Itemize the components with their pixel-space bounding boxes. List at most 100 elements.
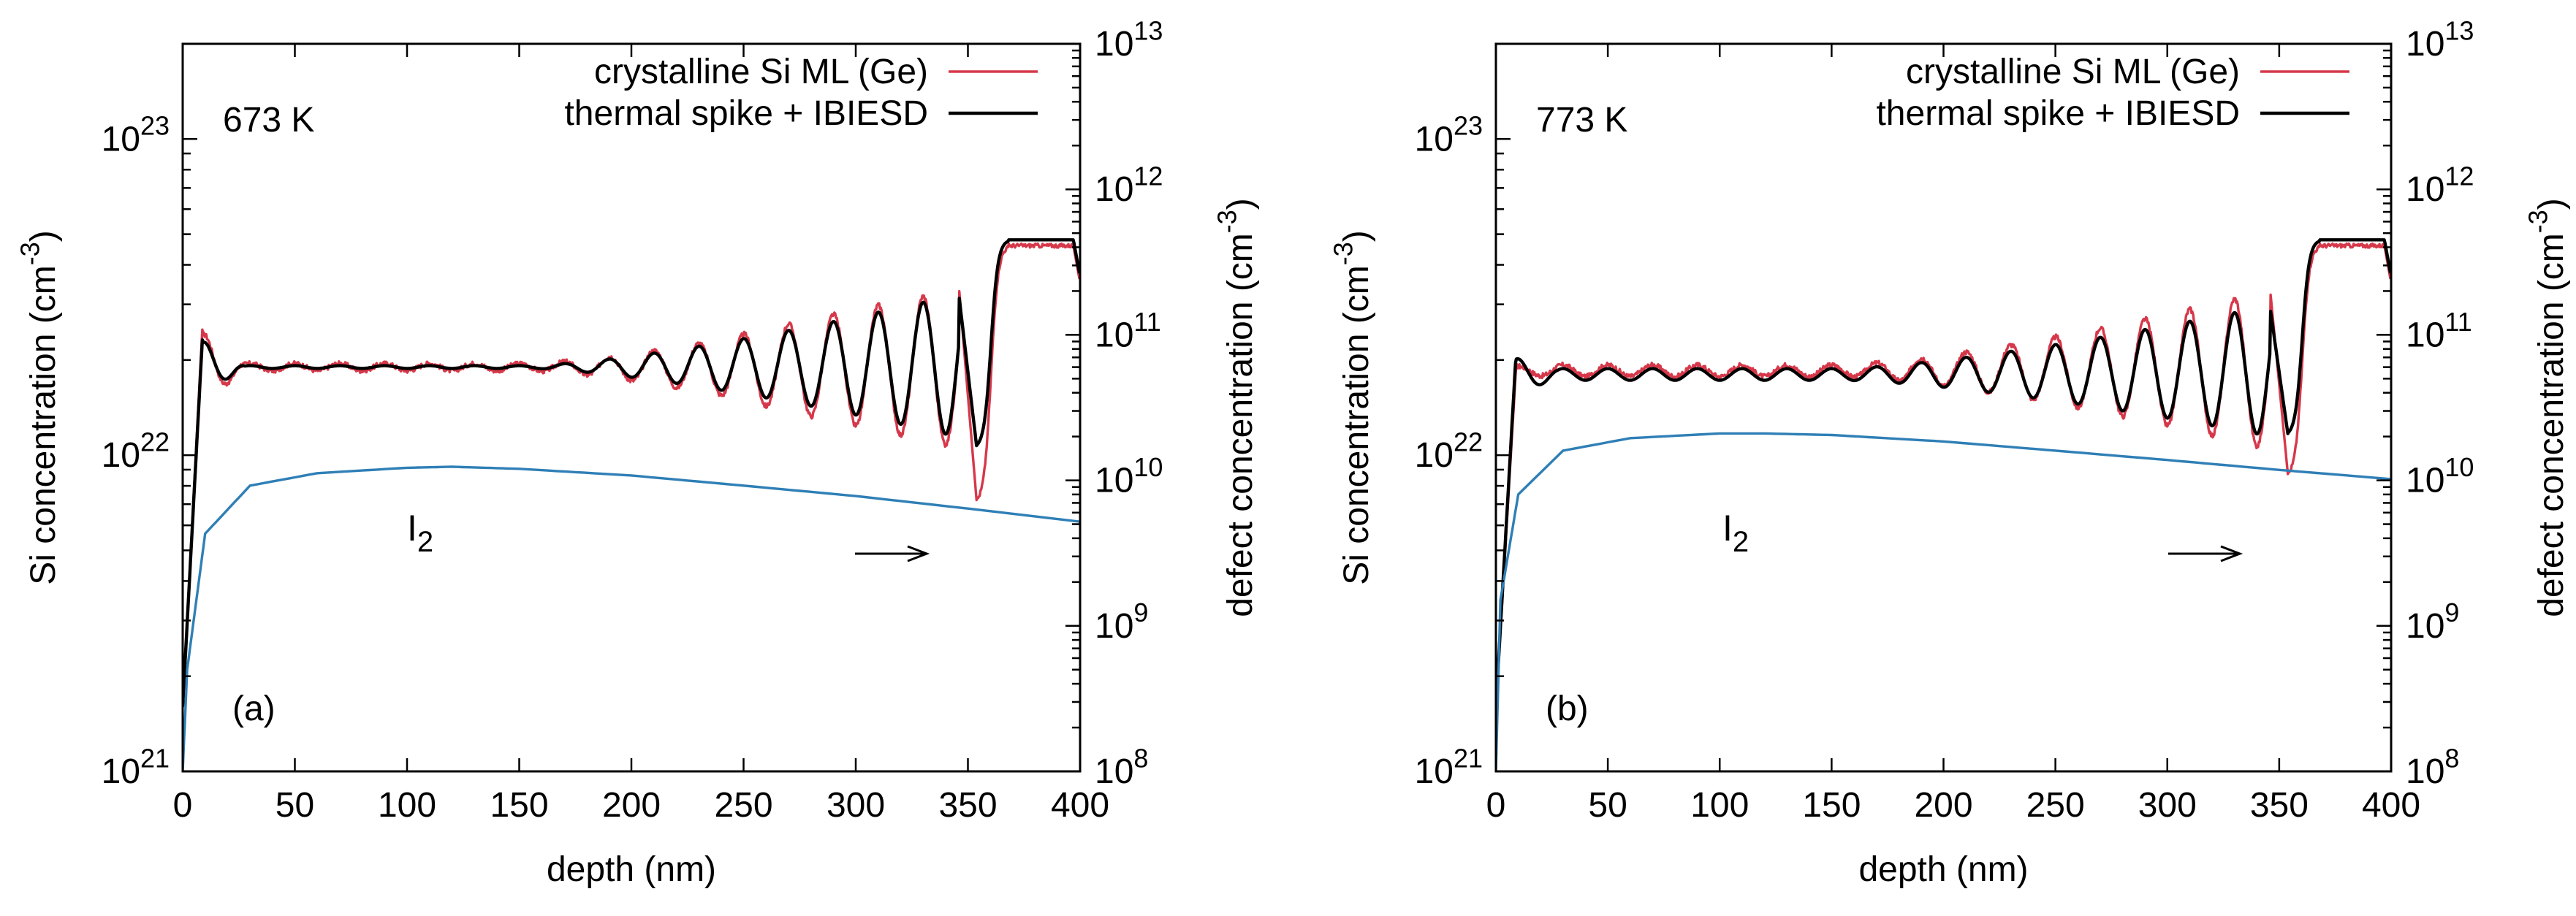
- y-left-tick-label-exponent: 23: [140, 111, 170, 141]
- y-right-axis-label-part2: ): [2532, 198, 2571, 210]
- x-tick-label: 400: [1051, 786, 1109, 825]
- y-right-tick-label: 1012: [1095, 161, 1163, 210]
- y-left-tick-label-base: 10: [1415, 436, 1454, 475]
- y-right-axis-label-part0: defect concentration (cm: [1221, 233, 1260, 617]
- y-right-axis-label: defect concentration (cm-3): [1212, 198, 1260, 617]
- y-right-axis-label-part2: ): [1221, 198, 1260, 210]
- x-tick-label: 400: [2362, 786, 2420, 825]
- x-tick-label: 100: [378, 786, 436, 825]
- plot-frame: [181, 42, 1082, 773]
- i2-annotation-part1: 2: [1733, 526, 1749, 558]
- y-right-tick-label-base: 10: [2406, 170, 2444, 209]
- x-tick-label: 300: [827, 786, 885, 825]
- y-left-tick-label-exponent: 21: [140, 743, 170, 773]
- y-right-tick-label-exponent: 12: [1133, 161, 1163, 191]
- y-right-tick-label: 1010: [1095, 452, 1163, 500]
- x-tick-label: 200: [1914, 786, 1972, 825]
- x-tick-label: 150: [490, 786, 548, 825]
- y-left-axis-label-part2: ): [24, 230, 63, 242]
- series-line-thermal-spike-ibiesd: [183, 238, 1080, 707]
- y-right-tick-label: 1010: [2406, 452, 2474, 500]
- y-left-tick-label-exponent: 21: [1454, 743, 1483, 773]
- y-right-axis-label-part1: -3: [2523, 210, 2553, 233]
- y-left-axis-label-part1: -3: [15, 242, 45, 265]
- x-tick-label: 50: [1588, 786, 1627, 825]
- y-right-axis-label-part1: -3: [1212, 210, 1242, 233]
- y-right-tick-label-exponent: 8: [1133, 743, 1148, 773]
- y-right-tick-label: 109: [1095, 598, 1148, 646]
- y-right-tick-label-base: 10: [2406, 462, 2444, 500]
- series-line-i2: [183, 465, 1080, 771]
- panel-label: (a): [232, 690, 276, 728]
- y-left-tick-label: 1021: [1415, 743, 1483, 791]
- y-right-tick-label-exponent: 13: [1133, 15, 1163, 45]
- y-right-tick-label-base: 10: [1095, 170, 1133, 209]
- x-axis-label: depth (nm): [1858, 850, 2028, 889]
- y-right-tick-label-base: 10: [2406, 752, 2444, 791]
- y-right-tick-label-base: 10: [2406, 25, 2444, 64]
- x-tick-label: 350: [2250, 786, 2309, 825]
- y-right-tick-label-base: 10: [1095, 316, 1133, 354]
- y-right-tick-label-base: 10: [1095, 462, 1133, 500]
- i2-annotation: I2: [407, 508, 433, 558]
- panel-label: (b): [1546, 690, 1589, 728]
- y-left-tick-label-exponent: 22: [140, 427, 170, 457]
- y-right-tick-label: 1013: [2406, 15, 2474, 64]
- x-tick-label: 200: [602, 786, 661, 825]
- arrow-head-icon: [2220, 545, 2243, 562]
- i2-annotation-part1: 2: [417, 526, 433, 558]
- x-tick-label: 250: [2026, 786, 2085, 825]
- y-right-tick-label: 1013: [1095, 15, 1163, 64]
- y-right-tick-label-base: 10: [2406, 316, 2444, 354]
- series-line-crystalline-si-ml-ge-: [1496, 242, 2391, 707]
- y-right-tick-label-exponent: 12: [2444, 161, 2474, 191]
- y-right-axis-label-part0: defect concentration (cm: [2532, 233, 2571, 617]
- y-left-tick-label: 1022: [102, 427, 170, 476]
- y-right-tick-label: 109: [2406, 598, 2459, 646]
- panel-a: 0 50 100 150 200 250 300 350 4001021102210231081…: [15, 15, 1260, 889]
- y-right-tick-label-exponent: 13: [2444, 15, 2474, 45]
- y-left-tick-label-exponent: 22: [1454, 427, 1483, 457]
- x-tick-label: 0: [1486, 786, 1506, 825]
- legend-label: thermal spike + IBIESD: [564, 94, 928, 133]
- y-left-tick-label-exponent: 23: [1454, 111, 1483, 141]
- y-right-tick-label-exponent: 11: [1133, 307, 1160, 337]
- series-line-thermal-spike-ibiesd: [1496, 238, 2391, 707]
- arrow-head-icon: [907, 545, 930, 562]
- y-right-tick-label: 1011: [2406, 307, 2472, 355]
- y-right-tick-label: 1011: [1095, 307, 1161, 355]
- y-left-axis-label: Si concentration (cm-3): [1328, 230, 1376, 585]
- panel-b: 0 50 100 150 200 250 300 350 4001021102210231081…: [1328, 15, 2571, 889]
- y-right-tick-label-exponent: 10: [2444, 452, 2474, 482]
- temperature-label: 773 K: [1536, 101, 1627, 140]
- y-right-tick-label: 108: [1095, 743, 1148, 791]
- y-left-axis-label-part0: Si concentration (cm: [1337, 265, 1376, 585]
- legend-label: crystalline Si ML (Ge): [1906, 53, 2240, 91]
- plot-curves: [1496, 238, 2391, 771]
- legend-label: crystalline Si ML (Ge): [594, 53, 928, 91]
- y-right-tick-label: 108: [2406, 743, 2459, 791]
- series-line-i2: [1496, 432, 2391, 771]
- i2-annotation-part0: I: [407, 508, 417, 549]
- y-right-tick-label-base: 10: [1095, 25, 1133, 64]
- x-tick-label: 250: [714, 786, 772, 825]
- y-left-tick-label: 1023: [1415, 111, 1483, 159]
- i2-annotation-part0: I: [1722, 508, 1733, 549]
- y-left-tick-label: 1023: [102, 111, 170, 159]
- y-left-axis-label-part1: -3: [1328, 242, 1358, 265]
- plot-frame: [1494, 42, 2393, 773]
- y-left-tick-label: 1022: [1415, 427, 1483, 476]
- x-tick-label: 50: [276, 786, 314, 825]
- y-right-tick-label-base: 10: [1095, 607, 1133, 646]
- y-left-tick-label: 1021: [102, 743, 170, 791]
- x-axis-label: depth (nm): [547, 850, 716, 889]
- y-right-tick-label-base: 10: [2406, 607, 2444, 646]
- y-left-axis-label: Si concentration (cm-3): [15, 230, 63, 585]
- x-tick-label: 300: [2138, 786, 2197, 825]
- x-tick-label: 0: [173, 786, 193, 825]
- y-left-axis-label-part2: ): [1337, 230, 1376, 242]
- y-right-tick-label-base: 10: [1095, 752, 1133, 791]
- x-tick-label: 100: [1690, 786, 1749, 825]
- temperature-label: 673 K: [223, 101, 314, 140]
- y-right-tick-label-exponent: 11: [2444, 307, 2471, 337]
